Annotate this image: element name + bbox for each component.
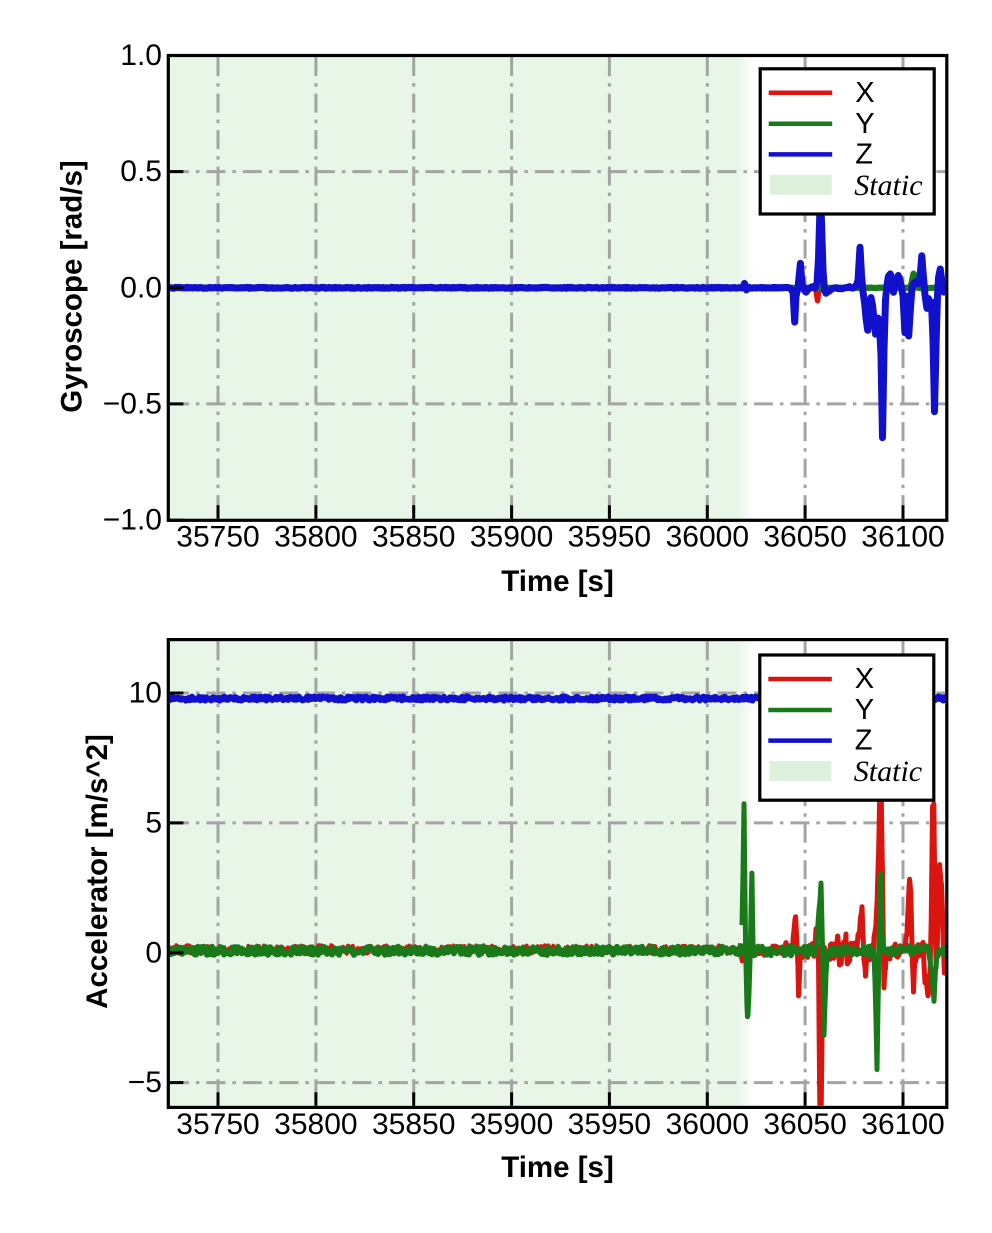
svg-text:35800: 35800 [274, 521, 357, 554]
svg-text:Gyroscope [rad/s]: Gyroscope [rad/s] [56, 160, 89, 412]
svg-text:X: X [855, 663, 874, 695]
svg-text:1.0: 1.0 [120, 39, 162, 72]
svg-text:Z: Z [855, 138, 873, 170]
svg-text:−1.0: −1.0 [103, 504, 162, 537]
svg-text:35750: 35750 [176, 521, 259, 554]
svg-text:10: 10 [129, 677, 162, 710]
svg-text:35900: 35900 [470, 521, 553, 554]
svg-text:36000: 36000 [666, 521, 749, 554]
svg-text:−0.5: −0.5 [103, 387, 162, 420]
svg-text:35750: 35750 [176, 1108, 259, 1141]
svg-text:36050: 36050 [763, 1108, 846, 1141]
svg-text:35900: 35900 [470, 1108, 553, 1141]
svg-text:Y: Y [855, 108, 874, 140]
svg-text:−5: −5 [128, 1066, 162, 1099]
svg-text:5: 5 [145, 806, 162, 839]
svg-text:35850: 35850 [372, 521, 455, 554]
svg-text:Static: Static [854, 755, 922, 788]
svg-text:Accelerator [m/s^2]: Accelerator [m/s^2] [81, 734, 114, 1009]
svg-text:35800: 35800 [274, 1108, 357, 1141]
svg-text:35850: 35850 [372, 1108, 455, 1141]
svg-text:Time [s]: Time [s] [501, 1151, 614, 1184]
svg-text:Time [s]: Time [s] [501, 565, 614, 598]
svg-text:Z: Z [855, 725, 873, 757]
svg-text:35950: 35950 [568, 1108, 651, 1141]
svg-text:Y: Y [855, 694, 874, 726]
svg-text:Static: Static [854, 169, 922, 202]
svg-text:36000: 36000 [666, 1108, 749, 1141]
svg-text:35950: 35950 [568, 521, 651, 554]
svg-text:X: X [855, 77, 874, 109]
svg-text:36100: 36100 [861, 521, 944, 554]
svg-text:36100: 36100 [861, 1108, 944, 1141]
svg-text:36050: 36050 [763, 521, 846, 554]
svg-text:0.5: 0.5 [120, 155, 162, 188]
svg-text:0.0: 0.0 [120, 271, 162, 304]
svg-text:0: 0 [145, 936, 162, 969]
